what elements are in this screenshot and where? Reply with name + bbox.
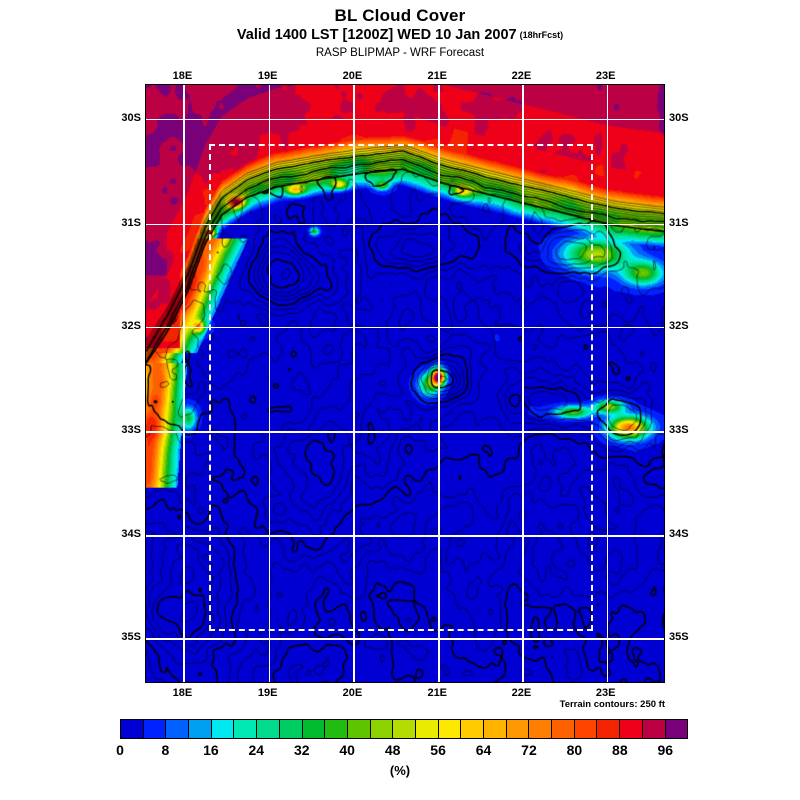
colorbar-swatch-60 (461, 720, 484, 738)
x-tick-bottom-23E: 23E (595, 687, 616, 699)
colorbar-swatch-40 (347, 720, 371, 738)
gridline-lon-20E (353, 85, 355, 682)
colorbar-swatch-88 (620, 720, 643, 738)
gridline-lon-21E (438, 85, 440, 682)
y-tick-right-30S: 30S (669, 111, 689, 124)
y-tick-right-32S: 32S (669, 319, 689, 332)
x-tick-top-18E: 18E (172, 70, 193, 82)
colorbar-tick-88: 88 (612, 742, 628, 758)
x-tick-top-23E: 23E (595, 70, 616, 82)
y-tick-right-34S: 34S (669, 528, 689, 541)
x-tick-top-20E: 20E (342, 70, 363, 82)
colorbar-swatch-72 (529, 720, 553, 738)
gridline-lon-23E (606, 85, 609, 682)
colorbar-swatch-84 (597, 720, 621, 738)
colorbar-swatch-32 (302, 720, 326, 738)
colorbar-tick-96: 96 (657, 742, 674, 758)
y-tick-left-31S: 31S (121, 216, 141, 229)
terrain-contour-note: Terrain contours: 250 ft (559, 699, 665, 710)
x-tick-top-19E: 19E (257, 70, 278, 82)
colorbar-swatch-92 (642, 720, 666, 738)
chart-header: BL Cloud Cover Valid 1400 LST [1200Z] WE… (0, 0, 800, 62)
colorbar-swatch-48 (393, 720, 416, 738)
colorbar-swatch-96 (665, 720, 688, 738)
gridline-lat-34S (146, 535, 664, 537)
colorbar-tick-24: 24 (248, 742, 265, 758)
forecast-hour-text: (18hrFcst) (519, 30, 564, 40)
colorbar-tick-40: 40 (339, 742, 355, 758)
x-tick-top-22E: 22E (511, 70, 532, 82)
colorbar-swatch-44 (370, 720, 394, 738)
colorbar-swatch-4 (143, 720, 167, 738)
colorbar-swatch-8 (166, 720, 190, 738)
y-tick-right-33S: 33S (669, 424, 689, 437)
x-tick-top-21E: 21E (427, 70, 448, 82)
colorbar[interactable]: 0 8 16 24 32 40 48 56 64 72 80 88 96 (116, 719, 688, 758)
colorbar-tick-64: 64 (475, 742, 492, 758)
gridline-lon-22E (522, 85, 524, 682)
y-tick-left-33S: 33S (121, 424, 141, 437)
colorbar-swatch-68 (506, 720, 530, 738)
colorbar-swatch-80 (574, 720, 598, 738)
valid-time-text: Valid 1400 LST [1200Z] WED 10 Jan 2007 (236, 27, 517, 43)
colorbar-swatch-36 (325, 720, 348, 738)
model-source-line: RASP BLIPMAP - WRF Forecast (315, 47, 485, 59)
colorbar-tick-8: 8 (161, 742, 170, 758)
valid-time-line: Valid 1400 LST [1200Z] WED 10 Jan 2007 (1… (0, 26, 800, 45)
gridline-lon-19E (268, 85, 271, 682)
gridline-lon-18E (183, 85, 185, 682)
colorbar-tick-48: 48 (384, 742, 401, 758)
y-tick-right-31S: 31S (669, 216, 689, 229)
y-tick-left-34S: 34S (121, 528, 141, 541)
x-tick-bottom-19E: 19E (257, 687, 278, 699)
map-plot-area[interactable] (145, 84, 665, 683)
colorbar-swatches (120, 719, 688, 739)
y-tick-left-30S: 30S (121, 111, 141, 124)
colorbar-swatch-52 (415, 720, 439, 738)
colorbar-tick-32: 32 (293, 742, 310, 758)
x-tick-bottom-20E: 20E (342, 687, 363, 699)
y-tick-left-32S: 32S (121, 319, 141, 332)
gridline-lat-31S (146, 223, 664, 226)
colorbar-tick-0: 0 (116, 742, 124, 758)
gridline-lat-30S (146, 118, 664, 120)
cloud-cover-heatmap (146, 85, 664, 682)
colorbar-tick-72: 72 (521, 742, 537, 758)
colorbar-swatch-76 (552, 720, 575, 738)
colorbar-swatch-28 (279, 720, 303, 738)
page-title: BL Cloud Cover (334, 6, 466, 25)
colorbar-units-label: (%) (389, 763, 411, 778)
colorbar-tick-80: 80 (566, 742, 583, 758)
colorbar-swatch-56 (438, 720, 462, 738)
gridline-lat-33S (146, 431, 664, 433)
colorbar-swatch-16 (211, 720, 235, 738)
gridline-lat-35S (146, 638, 664, 640)
colorbar-swatch-0 (121, 720, 144, 738)
colorbar-swatch-64 (484, 720, 507, 738)
colorbar-swatch-20 (234, 720, 258, 738)
x-tick-bottom-18E: 18E (172, 687, 193, 699)
colorbar-swatch-12 (189, 720, 212, 738)
y-tick-left-35S: 35S (121, 631, 141, 644)
y-tick-right-35S: 35S (669, 631, 689, 644)
colorbar-tick-56: 56 (430, 742, 446, 758)
colorbar-swatch-24 (257, 720, 280, 738)
x-tick-bottom-22E: 22E (511, 687, 532, 699)
gridline-lat-32S (146, 326, 664, 329)
x-tick-bottom-21E: 21E (427, 687, 448, 699)
colorbar-tick-16: 16 (203, 742, 219, 758)
